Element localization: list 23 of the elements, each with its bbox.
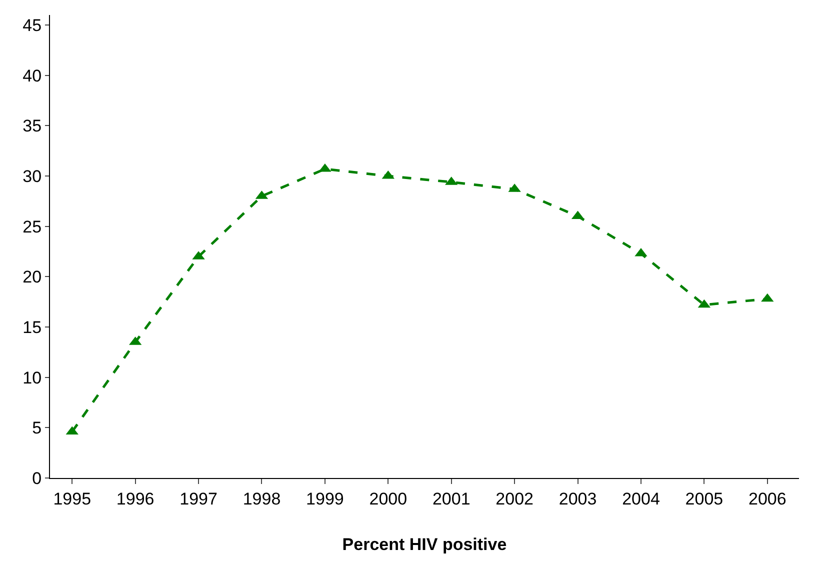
x-tick-label: 2000 — [369, 489, 408, 508]
x-tick-label: 1996 — [116, 489, 154, 508]
x-tick-label: 2003 — [558, 489, 597, 508]
x-tick-label: 2001 — [432, 489, 470, 508]
x-tick-label: 2002 — [496, 489, 534, 508]
x-tick-label: 1999 — [306, 489, 344, 508]
x-tick-label: 2006 — [748, 489, 786, 508]
y-tick-label: 40 — [22, 66, 42, 86]
x-tick-label: 1997 — [180, 489, 218, 508]
y-tick-label: 10 — [22, 368, 42, 388]
y-tick-label: 35 — [22, 116, 42, 136]
y-tick-label: 5 — [32, 418, 42, 438]
x-tick-label: 2004 — [622, 489, 660, 508]
y-tick-label: 25 — [22, 217, 42, 236]
x-axis-title: Percent HIV positive — [342, 534, 507, 554]
x-tick-label: 2005 — [685, 489, 724, 508]
y-tick-label: 15 — [22, 318, 42, 337]
x-tick-label: 1995 — [53, 489, 92, 508]
y-tick-label: 0 — [32, 468, 42, 488]
x-tick-label: 1998 — [242, 489, 281, 508]
y-tick-label: 45 — [22, 16, 42, 36]
y-tick-label: 20 — [22, 268, 42, 287]
y-tick-label: 30 — [22, 166, 42, 186]
